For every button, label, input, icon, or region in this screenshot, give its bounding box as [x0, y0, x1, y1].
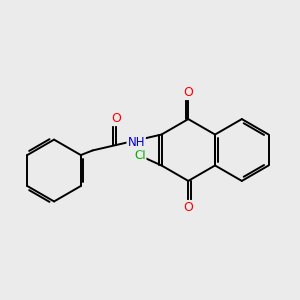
- Text: Cl: Cl: [134, 149, 146, 162]
- Text: NH: NH: [128, 136, 145, 149]
- Text: O: O: [183, 86, 193, 99]
- Text: O: O: [183, 201, 193, 214]
- Text: O: O: [111, 112, 121, 125]
